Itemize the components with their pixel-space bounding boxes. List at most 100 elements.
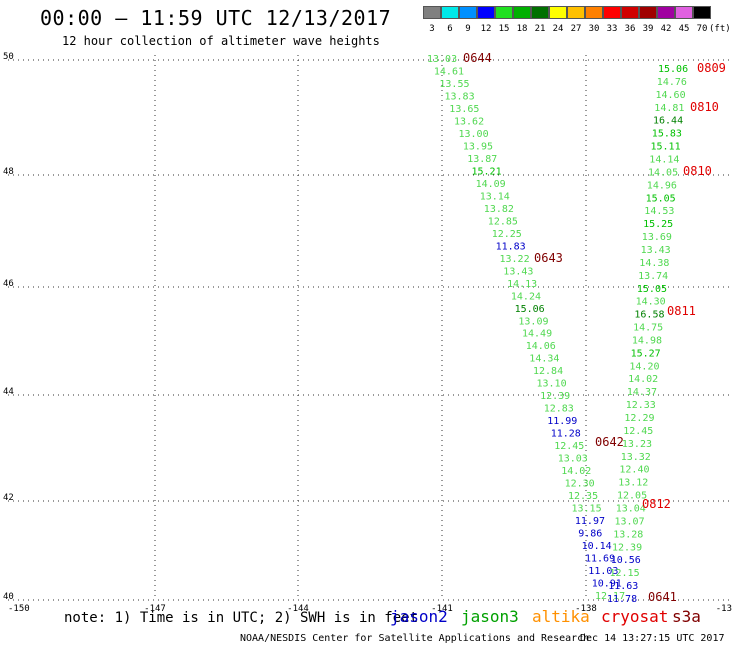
legend-label: 45 bbox=[678, 24, 690, 34]
swh-value: 12.15 bbox=[610, 568, 640, 579]
legend-swatch bbox=[477, 6, 495, 19]
credit-line: NOAA/NESDIS Center for Satellite Applica… bbox=[240, 633, 590, 644]
swh-value: 13.22 bbox=[500, 254, 530, 265]
legend-swatch bbox=[639, 6, 657, 19]
legend-swatch bbox=[693, 6, 711, 19]
longitude-label: -141 bbox=[431, 604, 453, 614]
swh-value: 13.43 bbox=[503, 266, 533, 277]
legend-swatch bbox=[603, 6, 621, 19]
swh-value: 14.76 bbox=[657, 77, 687, 88]
axis-labels: -150 -147 -144 -141 -138 -13 50 48 46 44 42 40 bbox=[3, 52, 732, 614]
map-title: 00:00 – 11:59 UTC 12/13/2017 bbox=[40, 6, 392, 30]
swh-value: 13.87 bbox=[467, 154, 497, 165]
latitude-label: 46 bbox=[3, 279, 14, 289]
swh-value: 10.14 bbox=[582, 541, 612, 552]
legend-label: 3 bbox=[429, 24, 435, 34]
swh-value: 12.39 bbox=[540, 391, 570, 402]
swh-value: 10.91 bbox=[592, 579, 622, 590]
swh-value: 11.97 bbox=[575, 516, 605, 527]
swh-value: 10.56 bbox=[611, 555, 641, 566]
units-note: note: 1) Time is in UTC; 2) SWH is in fe… bbox=[64, 610, 419, 626]
legend-label: 42 bbox=[660, 24, 672, 34]
swh-value: 14.60 bbox=[656, 90, 686, 101]
latitude-label: 40 bbox=[3, 592, 14, 602]
legend-swatch bbox=[621, 6, 639, 19]
legend-swatch bbox=[675, 6, 693, 19]
satellite-name-s3a: s3a bbox=[672, 607, 701, 626]
swh-value: 11.28 bbox=[551, 429, 581, 440]
satellite-name-cryosat: cryosat bbox=[601, 607, 669, 626]
legend-swatch bbox=[513, 6, 531, 19]
swh-value: 12.33 bbox=[626, 400, 656, 411]
legend-swatch bbox=[531, 6, 549, 19]
longitude-label: -138 bbox=[575, 604, 597, 614]
swh-value: 13.23 bbox=[622, 439, 652, 450]
swh-value: 9.86 bbox=[578, 529, 602, 540]
swh-value: 13.95 bbox=[463, 141, 493, 152]
latitude-label: 50 bbox=[3, 52, 14, 62]
swh-value: 14.20 bbox=[629, 361, 659, 372]
swh-value: 13.69 bbox=[642, 232, 672, 243]
legend-swatch bbox=[423, 6, 441, 19]
pass-time-label: 0810 bbox=[690, 100, 719, 114]
swh-value: 12.83 bbox=[544, 404, 574, 415]
swh-value: 15.05 bbox=[646, 193, 676, 204]
swh-value: 13.00 bbox=[459, 129, 489, 140]
swh-value: 12.25 bbox=[492, 229, 522, 240]
swh-value: 12.45 bbox=[554, 441, 584, 452]
swh-value: 15.11 bbox=[651, 142, 681, 153]
satellite-name-jason2: jason2 bbox=[390, 607, 448, 626]
swh-value: 14.24 bbox=[511, 291, 541, 302]
pass-time-label: 0642 bbox=[595, 435, 624, 449]
longitude-label: -150 bbox=[8, 604, 30, 614]
legend-swatch bbox=[441, 6, 459, 19]
swh-value: 14.02 bbox=[561, 466, 591, 477]
swh-value: 14.81 bbox=[654, 103, 684, 114]
swh-value: 14.38 bbox=[639, 258, 669, 269]
legend-label: 9 bbox=[465, 24, 471, 34]
longitude-label: -13 bbox=[716, 604, 732, 614]
legend-label: 18 bbox=[516, 24, 528, 34]
swh-value: 12.40 bbox=[619, 465, 649, 476]
swh-value: 15.05 bbox=[637, 284, 667, 295]
swh-value: 14.75 bbox=[633, 323, 663, 334]
swh-value: 14.53 bbox=[644, 206, 674, 217]
swh-value: 14.49 bbox=[522, 329, 552, 340]
swh-value: 13.32 bbox=[621, 452, 651, 463]
legend-swatch bbox=[549, 6, 567, 19]
swh-value: 11.78 bbox=[607, 594, 637, 605]
swh-value: 14.05 bbox=[648, 167, 678, 178]
pass-time-label: 0643 bbox=[534, 251, 563, 265]
swh-value: 15.21 bbox=[472, 166, 502, 177]
swh-value: 11.69 bbox=[585, 554, 615, 565]
legend-label: 21 bbox=[534, 24, 546, 34]
swh-value: 13.82 bbox=[484, 204, 514, 215]
legend-unit: (ft) bbox=[709, 24, 731, 34]
generated-timestamp: Dec 14 13:27:15 UTC 2017 bbox=[580, 633, 725, 644]
legend-label: 12 bbox=[480, 24, 492, 34]
swh-value: 12.05 bbox=[617, 491, 647, 502]
swh-value: 14.37 bbox=[627, 387, 657, 398]
legend-label: 15 bbox=[498, 24, 510, 34]
swh-value: 12.29 bbox=[624, 413, 654, 424]
swh-value: 16.44 bbox=[653, 116, 683, 127]
swh-value: 13.12 bbox=[618, 478, 648, 489]
legend-swatch bbox=[657, 6, 675, 19]
latitude-label: 44 bbox=[3, 387, 14, 397]
swh-value: 13.03 bbox=[427, 54, 457, 65]
swh-value: 13.74 bbox=[638, 271, 668, 282]
swh-value: 12.35 bbox=[568, 491, 598, 502]
pass-time-label: 0812 bbox=[642, 497, 671, 511]
pass-time-label: 0641 bbox=[648, 590, 677, 604]
latitude-label: 48 bbox=[3, 167, 14, 177]
swh-value: 14.96 bbox=[647, 180, 677, 191]
legend-label: 33 bbox=[606, 24, 618, 34]
swh-value: 14.30 bbox=[636, 297, 666, 308]
swh-value: 13.43 bbox=[641, 245, 671, 256]
satellite-name-altika: altika bbox=[532, 607, 590, 626]
swh-value: 13.03 bbox=[558, 454, 588, 465]
swh-value: 13.15 bbox=[572, 504, 602, 515]
swh-value: 12.30 bbox=[565, 479, 595, 490]
satellite-name-jason3: jason3 bbox=[461, 607, 519, 626]
